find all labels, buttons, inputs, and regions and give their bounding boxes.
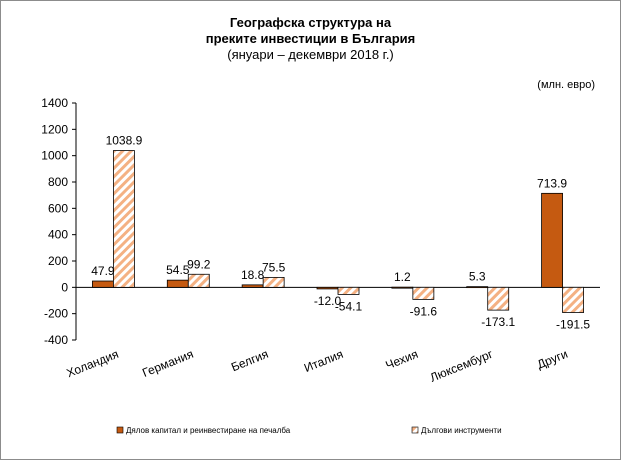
bar-debt <box>262 276 285 288</box>
bar-debt <box>562 286 584 313</box>
legend-swatch-debt <box>411 426 419 434</box>
legend-label-equity: Дялов капитал и реинвестиране на печалба <box>126 426 291 435</box>
category-label: Люксембург <box>428 347 496 385</box>
bar-debt <box>187 273 210 288</box>
y-tick-label: 1000 <box>41 149 68 163</box>
data-label-equity: 47.9 <box>91 264 115 278</box>
chart-subtitle: (януари – декември 2018 г.) <box>227 47 394 62</box>
data-label-debt: 1038.9 <box>106 134 143 148</box>
data-label-equity: 18.8 <box>241 268 265 282</box>
category-label: Холандия <box>65 347 121 381</box>
y-tick-label: 1400 <box>41 96 68 110</box>
bar-equity <box>316 286 339 290</box>
data-label-debt: -191.5 <box>556 318 590 332</box>
data-label-equity: 1.2 <box>394 270 411 284</box>
data-label-debt: -91.6 <box>410 304 438 318</box>
bar-equity <box>466 286 489 289</box>
data-label-debt: 99.2 <box>187 257 211 271</box>
legend-label-debt: Дългови инструменти <box>421 426 502 435</box>
y-tick-label: 600 <box>48 201 68 215</box>
chart-title-line-1: Географска структура на <box>229 15 392 30</box>
category-label: Белгия <box>229 347 270 374</box>
bar-debt <box>113 150 135 288</box>
data-label-debt: 75.5 <box>262 260 286 274</box>
y-tick-label: 200 <box>48 254 68 268</box>
bar-equity <box>391 286 414 289</box>
data-label-equity: 713.9 <box>537 176 567 190</box>
bar-equity <box>92 280 114 288</box>
bar-debt <box>337 286 360 295</box>
legend-swatch-equity <box>116 426 124 434</box>
category-label: Германия <box>140 347 195 380</box>
y-tick-label: -200 <box>44 307 68 321</box>
y-tick-label: 800 <box>48 175 68 189</box>
unit-label: (млн. евро) <box>537 79 595 91</box>
y-tick-label: 1200 <box>41 122 68 136</box>
data-label-debt: -54.1 <box>335 299 363 313</box>
category-label: Други <box>535 347 570 372</box>
chart-title-line-2: преките инвестиции в България <box>205 31 416 46</box>
y-tick-label: 0 <box>61 280 68 294</box>
category-label: Чехия <box>384 347 420 373</box>
y-tick-label: -400 <box>44 333 68 347</box>
data-label-equity: 54.5 <box>166 263 190 277</box>
y-tick-label: 400 <box>48 228 68 242</box>
bar-debt <box>412 286 435 300</box>
category-label: Италия <box>302 347 345 375</box>
data-label-debt: -173.1 <box>481 315 515 329</box>
bar-equity <box>166 279 189 288</box>
data-label-equity: -12.0 <box>314 294 342 308</box>
bar-debt <box>487 286 510 311</box>
data-label-equity: 5.3 <box>469 270 486 284</box>
bar-equity <box>541 192 563 288</box>
bar-equity <box>241 284 264 288</box>
